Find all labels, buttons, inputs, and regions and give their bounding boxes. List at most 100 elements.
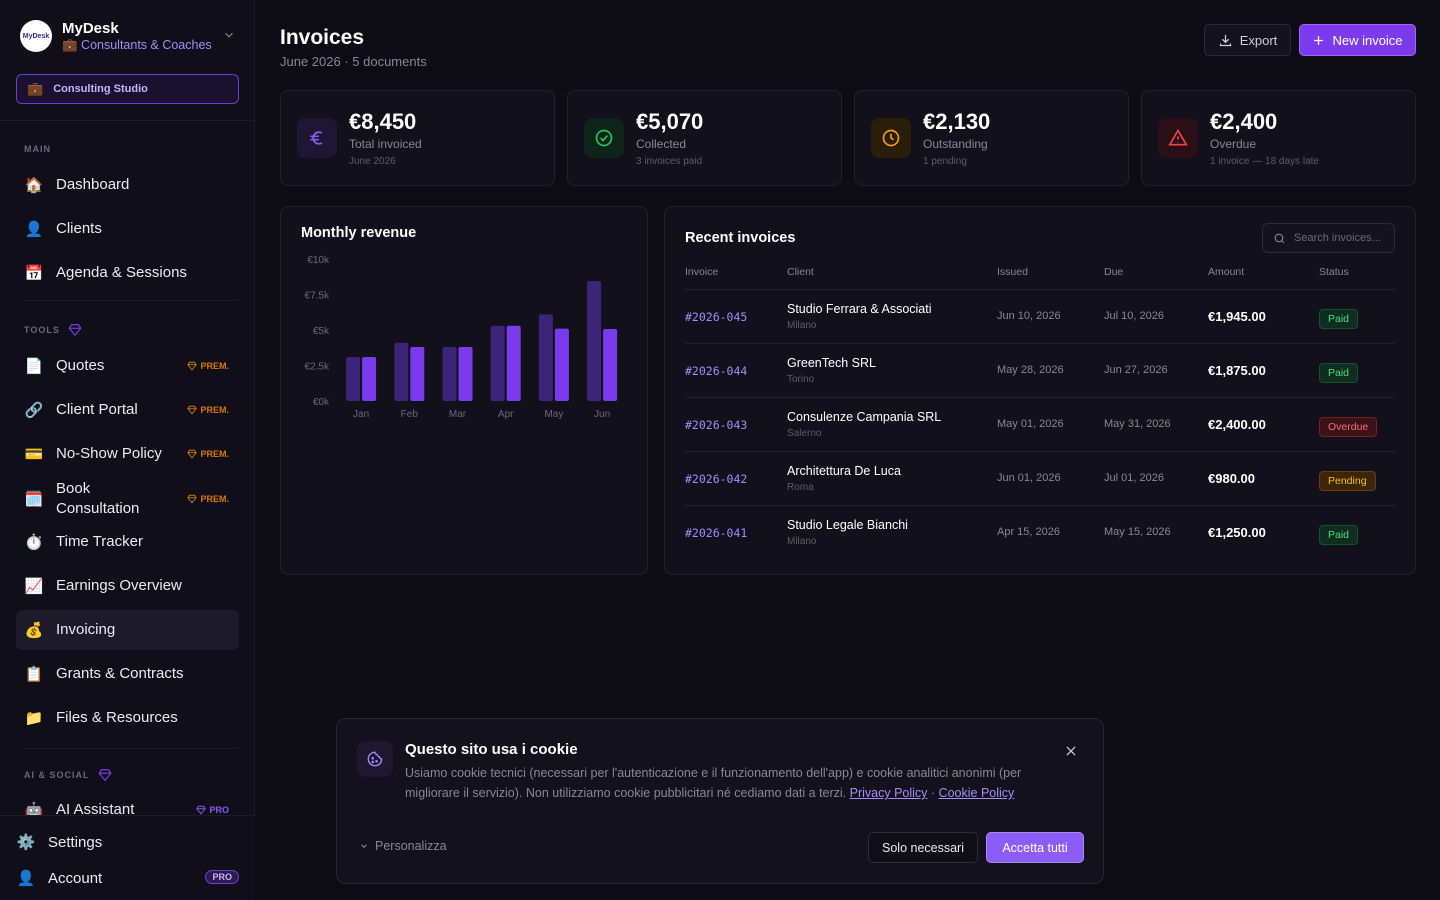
- due-date: Jul 10, 2026: [1104, 310, 1164, 322]
- sidebar-item-ai-assistant[interactable]: 🤖 AI Assistant PRO: [16, 790, 239, 830]
- bar-jun-series-2[interactable]: [603, 329, 618, 401]
- personalize-toggle[interactable]: Personalizza: [359, 839, 447, 853]
- stat-label: Total invoiced: [349, 137, 422, 151]
- stat-note: June 2026: [349, 156, 396, 167]
- amount: €1,945.00: [1208, 309, 1266, 324]
- section-label-tools: TOOLS: [24, 323, 82, 337]
- issued-date: Jun 01, 2026: [997, 472, 1061, 484]
- sidebar-item-invoicing[interactable]: 💰 Invoicing: [16, 610, 239, 650]
- client-name: Architettura De Luca: [787, 464, 901, 478]
- stat-label: Collected: [636, 137, 687, 151]
- sidebar-item-client-portal[interactable]: 🔗 Client Portal PREM.: [16, 390, 239, 430]
- bar-apr-series-1[interactable]: [490, 325, 505, 401]
- sidebar-item-agenda-sessions[interactable]: 📅 Agenda & Sessions: [16, 253, 239, 293]
- bar-mar-series-1[interactable]: [442, 347, 457, 401]
- invoice-number[interactable]: #2026-045: [685, 310, 748, 324]
- client-name: Studio Legale Bianchi: [787, 518, 908, 532]
- briefcase-icon: 💼: [27, 81, 44, 96]
- issued-date: May 28, 2026: [997, 364, 1064, 376]
- sidebar-item-label: Files & Resources: [56, 709, 178, 726]
- table-row[interactable]: #2026-041 Studio Legale Bianchi Milano Apr …: [685, 505, 1395, 559]
- due-date: Jun 27, 2026: [1104, 364, 1168, 376]
- workspace-selector[interactable]: 💼 Consulting Studio: [16, 74, 239, 104]
- ai-assistant-icon: 🤖: [24, 802, 44, 819]
- status-badge: Overdue: [1319, 417, 1378, 437]
- sidebar-item-earnings-overview[interactable]: 📈 Earnings Overview: [16, 566, 239, 606]
- export-button[interactable]: Export: [1204, 24, 1291, 56]
- bar-may-series-2[interactable]: [554, 328, 569, 401]
- client-city: Salerno: [787, 428, 822, 439]
- bar-jan-series-1[interactable]: [346, 356, 361, 401]
- invoice-number[interactable]: #2026-043: [685, 418, 748, 432]
- stat-value: €2,400: [1210, 109, 1278, 134]
- clients-icon: 👤: [24, 221, 44, 238]
- client-city: Milano: [787, 536, 817, 547]
- status-badge: Paid: [1319, 309, 1359, 329]
- sidebar-item-time-tracker[interactable]: ⏱️ Time Tracker: [16, 522, 239, 562]
- bar-feb-series-2[interactable]: [410, 347, 425, 401]
- y-tick-label: €10k: [307, 255, 330, 266]
- y-tick-label: €7.5k: [305, 291, 330, 302]
- new-invoice-button[interactable]: New invoice: [1299, 24, 1416, 56]
- invoice-number[interactable]: #2026-041: [685, 526, 748, 540]
- necessary-only-button[interactable]: Solo necessari: [868, 832, 978, 863]
- status-badge: Paid: [1319, 363, 1359, 383]
- sidebar-item-clients[interactable]: 👤 Clients: [16, 209, 239, 249]
- premium-badge: PREM.: [187, 449, 229, 459]
- sidebar-item-label: Clients: [56, 220, 102, 237]
- stat-note: 1 invoice — 18 days late: [1210, 156, 1319, 167]
- stat-note: 1 pending: [923, 156, 967, 167]
- sidebar-item-quotes[interactable]: 📄 Quotes PREM.: [16, 346, 239, 386]
- sidebar-item-book-consultation[interactable]: 🗓️ Book Consultation PREM.: [16, 478, 239, 520]
- chart-title: Monthly revenue: [301, 225, 417, 241]
- table-row[interactable]: #2026-044 GreenTech SRL Torino May 28, 2026…: [685, 343, 1395, 397]
- invoice-number[interactable]: #2026-044: [685, 364, 748, 378]
- column-header: Status: [1319, 266, 1349, 278]
- invoice-number[interactable]: #2026-042: [685, 472, 748, 486]
- table-row[interactable]: #2026-042 Architettura De Luca Roma Jun 01,…: [685, 451, 1395, 505]
- time-tracker-icon: ⏱️: [24, 534, 44, 551]
- cookie-policy-link[interactable]: Cookie Policy: [938, 786, 1015, 800]
- privacy-policy-link[interactable]: Privacy Policy: [849, 786, 928, 800]
- warning-icon: [1158, 118, 1198, 158]
- premium-badge: PREM.: [187, 494, 229, 504]
- cookie-banner: Questo sito usa i cookie Usiamo cookie t…: [336, 718, 1104, 884]
- bar-apr-series-2[interactable]: [506, 325, 521, 401]
- bar-may-series-1[interactable]: [538, 314, 553, 401]
- stat-card: €2,130 Outstanding 1 pending: [854, 90, 1129, 186]
- bar-mar-series-2[interactable]: [458, 347, 473, 401]
- sidebar-divider: [24, 300, 239, 301]
- bar-feb-series-1[interactable]: [394, 342, 409, 401]
- amount: €980.00: [1208, 471, 1255, 486]
- pro-badge: PRO: [205, 870, 239, 884]
- status-badge: Pending: [1319, 471, 1376, 491]
- bar-jun-series-1[interactable]: [587, 281, 602, 401]
- sidebar-item-no-show-policy[interactable]: 💳 No-Show Policy PREM.: [16, 434, 239, 474]
- table-row[interactable]: #2026-045 Studio Ferrara & Associati Milan…: [685, 289, 1395, 343]
- chevron-down-icon[interactable]: [222, 28, 236, 42]
- cookie-text: Usiamo cookie tecnici (necessari per l'a…: [405, 766, 1022, 800]
- search-input[interactable]: Search invoices...: [1262, 223, 1395, 253]
- invoicing-icon: 💰: [24, 622, 44, 639]
- recent-invoices-panel: Recent invoices Search invoices... Invoi…: [664, 206, 1416, 575]
- table-row[interactable]: #2026-043 Consulenze Campania SRL Salerno M…: [685, 397, 1395, 451]
- column-header: Client: [787, 266, 814, 278]
- revenue-bar-chart: €10k €7.5k €5k €2.5k €0k Jan Feb Mar Apr May Jun: [305, 255, 618, 420]
- user-icon: 👤: [16, 870, 36, 887]
- accept-all-button[interactable]: Accetta tutti: [986, 832, 1084, 863]
- no-show-policy-icon: 💳: [24, 446, 44, 463]
- sidebar-item-files-resources[interactable]: 📁 Files & Resources: [16, 698, 239, 738]
- close-icon[interactable]: [1064, 744, 1078, 758]
- monthly-revenue-panel: Monthly revenue €10k €7.5k €5k €2.5k €0k Jan F…: [280, 206, 648, 575]
- sidebar-item-settings[interactable]: ⚙️ Settings: [16, 828, 239, 856]
- chevron-down-icon: [361, 844, 367, 848]
- pro-badge: PRO: [196, 805, 229, 815]
- sidebar-divider: [24, 748, 239, 749]
- sidebar-item-grants-contracts[interactable]: 📋 Grants & Contracts: [16, 654, 239, 694]
- client-name: GreenTech SRL: [787, 356, 876, 370]
- bar-jan-series-2[interactable]: [362, 356, 377, 401]
- sidebar-item-account[interactable]: 👤 Account PRO: [16, 864, 239, 892]
- sidebar-item-dashboard[interactable]: 🏠 Dashboard: [16, 165, 239, 205]
- brand-logo: MyDesk: [20, 20, 52, 52]
- brand-switcher[interactable]: MyDesk MyDesk 💼 Consultants & Coaches: [20, 20, 240, 54]
